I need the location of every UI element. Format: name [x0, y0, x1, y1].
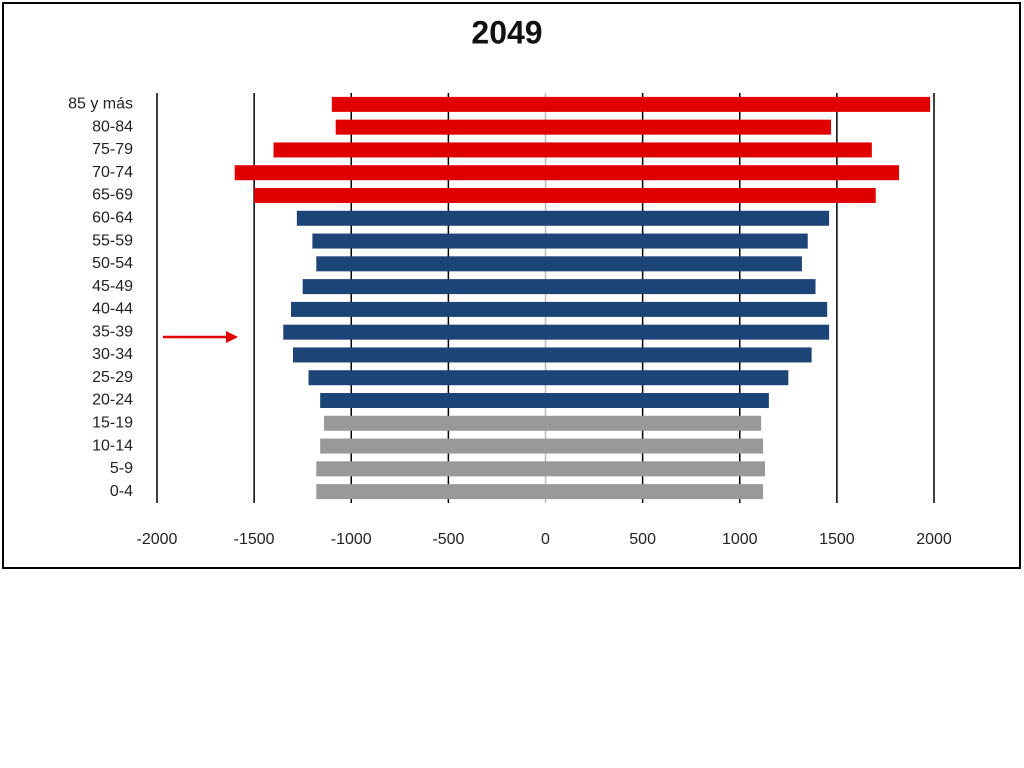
- y-tick-label: 75-79: [92, 141, 133, 158]
- bar: [320, 393, 546, 408]
- bar: [335, 119, 546, 135]
- y-tick-label: 35-39: [92, 323, 133, 340]
- x-tick-label: 1500: [819, 531, 855, 548]
- bar: [296, 210, 546, 226]
- y-tick-label: 40-44: [92, 301, 133, 318]
- bar: [331, 96, 546, 112]
- y-tick-label: 55-59: [92, 232, 133, 249]
- bar: [320, 438, 546, 454]
- chart-title: 2049: [471, 14, 542, 50]
- bar: [545, 96, 931, 112]
- bar: [545, 370, 789, 386]
- bar: [283, 324, 546, 340]
- y-tick-label: 80-84: [92, 118, 133, 135]
- y-tick-label: 15-19: [92, 414, 133, 431]
- y-tick-label: 20-24: [92, 392, 133, 409]
- y-tick-label: 70-74: [92, 164, 133, 181]
- bar: [545, 256, 802, 272]
- bar: [545, 233, 808, 249]
- y-tick-label: 50-54: [92, 255, 133, 272]
- bar: [545, 393, 769, 408]
- bar: [291, 301, 546, 317]
- bar: [545, 119, 832, 135]
- bar: [545, 324, 830, 340]
- x-tick-label: 0: [541, 531, 550, 548]
- bar: [312, 233, 546, 249]
- bar: [545, 142, 872, 158]
- bar: [316, 484, 546, 500]
- bar: [292, 347, 546, 363]
- bar: [545, 301, 828, 317]
- bar: [254, 188, 546, 203]
- bar: [273, 142, 546, 158]
- x-tick-label: 1000: [722, 531, 758, 548]
- y-tick-label: 65-69: [92, 187, 133, 204]
- y-tick-label: 30-34: [92, 346, 133, 363]
- y-tick-label: 5-9: [110, 460, 133, 477]
- y-tick-label: 10-14: [92, 437, 133, 454]
- bar: [545, 210, 830, 226]
- y-tick-label: 85 y más: [68, 96, 133, 113]
- bar: [545, 165, 900, 181]
- bar: [545, 438, 764, 454]
- x-tick-label: 500: [629, 531, 656, 548]
- y-tick-label: 25-29: [92, 369, 133, 386]
- arrow-annotation: [163, 331, 238, 343]
- x-tick-label: -1000: [331, 531, 372, 548]
- bar: [545, 279, 816, 295]
- bar: [308, 370, 546, 386]
- bar: [545, 188, 876, 203]
- y-tick-label: 0-4: [110, 483, 133, 500]
- bar: [545, 347, 812, 363]
- bar: [545, 415, 762, 431]
- bar: [316, 256, 546, 272]
- x-tick-label: -1500: [234, 531, 275, 548]
- bar: [324, 415, 546, 431]
- bar: [545, 484, 764, 500]
- bar: [302, 279, 546, 295]
- y-tick-label: 45-49: [92, 278, 133, 295]
- bar: [545, 461, 766, 477]
- x-tick-label: 2000: [916, 531, 952, 548]
- x-tick-label: -500: [432, 531, 464, 548]
- x-tick-label: -2000: [137, 531, 178, 548]
- bar: [316, 461, 546, 477]
- y-tick-label: 60-64: [92, 209, 133, 226]
- bar: [234, 165, 546, 181]
